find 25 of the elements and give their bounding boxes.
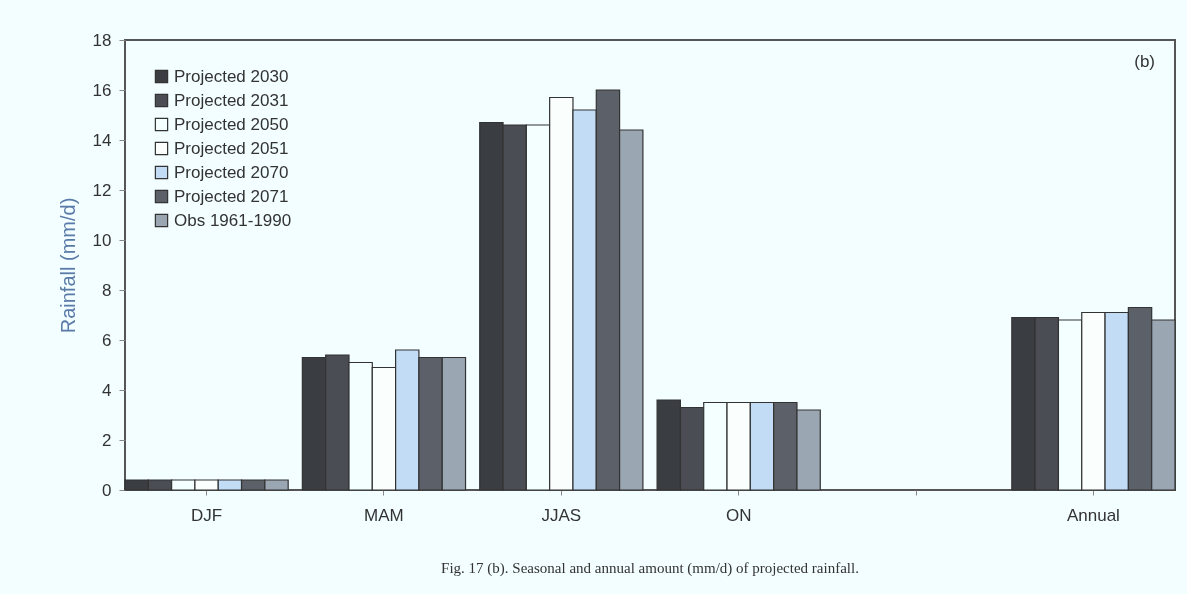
y-tick-label: 16: [92, 80, 112, 100]
legend-label: Projected 2051: [174, 138, 289, 158]
y-tick-label: 6: [102, 330, 112, 350]
x-tick-label: MAM: [364, 505, 404, 525]
caption: Fig. 17 (b). Seasonal and annual amount (mm/d) of projected rainfall.: [441, 560, 859, 577]
x-tick-label: JJAS: [541, 505, 582, 525]
y-tick-label: 14: [92, 130, 112, 150]
legend-label: Obs 1961-1990: [174, 210, 292, 230]
y-tick-label: 2: [102, 430, 112, 450]
y-tick-label: 18: [92, 30, 112, 50]
x-tick-label: ON: [725, 505, 752, 525]
legend-label: Projected 2031: [174, 90, 289, 110]
legend-label: Projected 2030: [174, 66, 289, 86]
y-tick-label: 10: [92, 230, 112, 250]
y-tick-label: 8: [102, 280, 112, 300]
y-tick-label: 4: [102, 380, 112, 400]
legend-label: Projected 2071: [174, 186, 289, 206]
legend-label: Projected 2050: [174, 114, 289, 134]
y-axis-title: Rainfall (mm/d): [56, 197, 79, 334]
x-tick-label: DJF: [191, 505, 223, 525]
legend-label: Projected 2070: [174, 162, 289, 182]
y-tick-label: 0: [102, 480, 112, 500]
y-tick-label: 12: [92, 180, 112, 200]
annotation: (b): [1134, 52, 1155, 71]
x-tick-label: Annual: [1066, 505, 1120, 525]
